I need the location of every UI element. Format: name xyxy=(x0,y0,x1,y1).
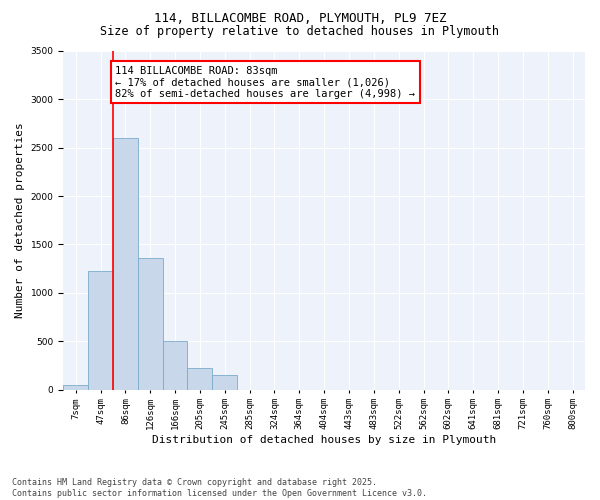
Y-axis label: Number of detached properties: Number of detached properties xyxy=(15,122,25,318)
Text: Contains HM Land Registry data © Crown copyright and database right 2025.
Contai: Contains HM Land Registry data © Crown c… xyxy=(12,478,427,498)
Bar xyxy=(113,138,138,390)
Bar xyxy=(63,384,88,390)
Bar xyxy=(212,375,237,390)
Text: 114, BILLACOMBE ROAD, PLYMOUTH, PL9 7EZ: 114, BILLACOMBE ROAD, PLYMOUTH, PL9 7EZ xyxy=(154,12,446,26)
Bar xyxy=(138,258,163,390)
X-axis label: Distribution of detached houses by size in Plymouth: Distribution of detached houses by size … xyxy=(152,435,496,445)
Bar xyxy=(88,270,113,390)
Text: Size of property relative to detached houses in Plymouth: Size of property relative to detached ho… xyxy=(101,25,499,38)
Text: 114 BILLACOMBE ROAD: 83sqm
← 17% of detached houses are smaller (1,026)
82% of s: 114 BILLACOMBE ROAD: 83sqm ← 17% of deta… xyxy=(115,66,415,98)
Bar xyxy=(163,341,187,390)
Bar xyxy=(187,368,212,390)
